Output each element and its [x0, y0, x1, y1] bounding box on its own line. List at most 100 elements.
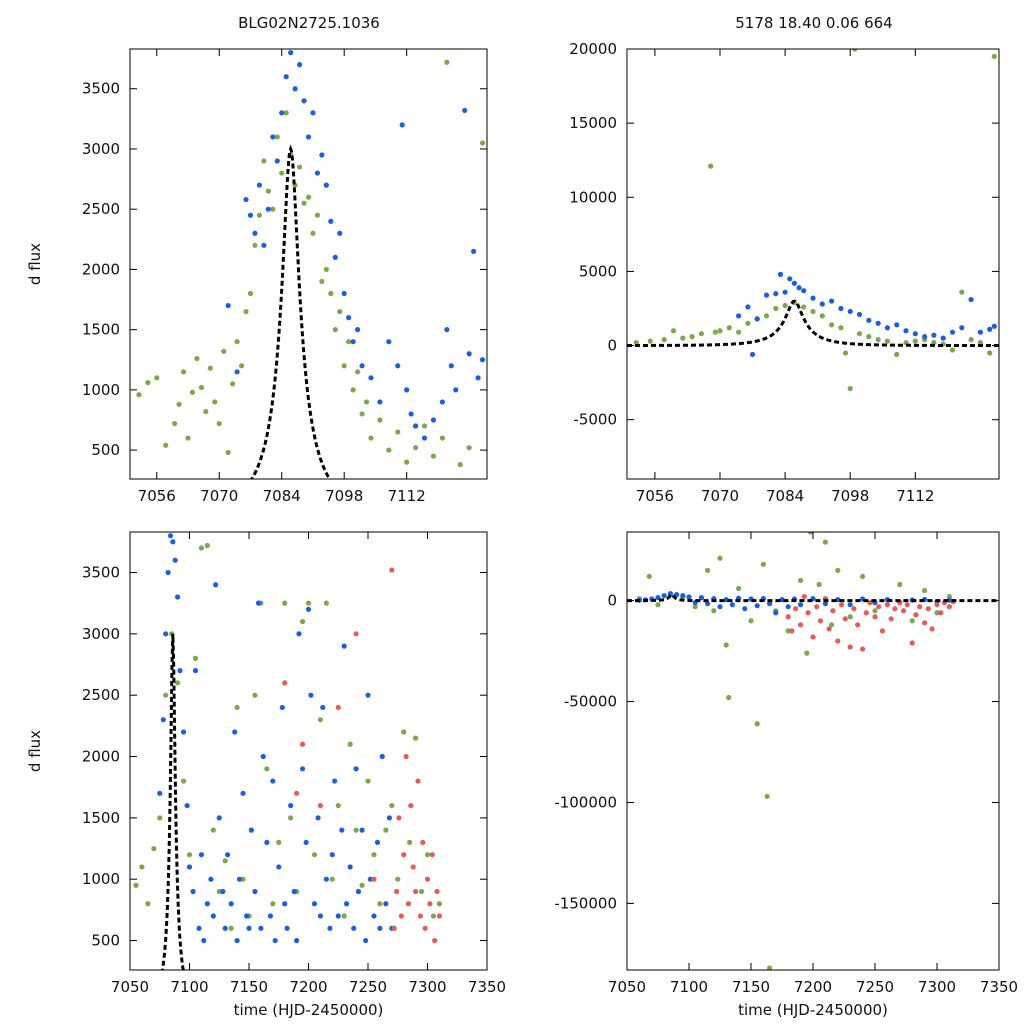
data-point-green: [341, 363, 347, 369]
data-point-red: [436, 913, 442, 919]
data-point-blue: [228, 901, 234, 907]
data-point-blue: [421, 435, 428, 441]
data-point-red: [299, 741, 306, 747]
data-point-green: [822, 539, 829, 545]
data-point-green: [705, 567, 711, 573]
plot-area: [136, 50, 486, 479]
data-point-green: [222, 858, 228, 864]
data-point-blue: [968, 296, 974, 303]
data-point-blue: [329, 852, 335, 858]
data-point-green: [421, 423, 428, 429]
data-point-green: [959, 289, 965, 295]
data-point-green: [186, 852, 193, 858]
y-tick-label: 0: [607, 337, 617, 355]
data-point-blue: [160, 717, 166, 723]
data-point-green: [243, 308, 249, 315]
data-point-green: [319, 278, 325, 285]
left-panel-title: BLG02N2725.1036: [238, 14, 380, 32]
data-point-green: [341, 913, 347, 919]
data-point-green: [368, 435, 374, 441]
data-point-blue: [341, 290, 347, 297]
data-point-green: [216, 888, 222, 895]
data-point-blue: [386, 815, 393, 821]
x-tick-label: 7050: [111, 978, 149, 996]
data-point-green: [264, 766, 270, 772]
data-point-red: [860, 646, 866, 652]
data-point-green: [804, 650, 810, 656]
data-point-blue: [779, 597, 785, 603]
data-point-blue: [305, 606, 312, 612]
data-point-green: [439, 435, 445, 441]
data-point-blue: [167, 533, 174, 539]
data-point-green: [829, 622, 835, 628]
y-tick-label: 1500: [82, 321, 120, 339]
data-point-green: [189, 389, 196, 395]
data-point-blue: [351, 925, 357, 931]
data-point-blue: [408, 411, 414, 417]
data-point-blue: [256, 182, 263, 188]
data-point-green: [270, 901, 276, 907]
data-point-green: [726, 694, 732, 701]
data-point-blue: [661, 592, 667, 599]
data-point-blue: [292, 86, 298, 92]
y-tick-label: 2000: [82, 748, 120, 766]
data-point-green: [430, 453, 437, 459]
data-point-blue: [717, 604, 723, 610]
data-point-green: [207, 365, 213, 371]
data-point-blue: [165, 569, 171, 576]
data-point-green: [230, 381, 236, 387]
data-point-green: [852, 49, 858, 52]
data-point-blue: [448, 363, 454, 369]
data-point-green: [203, 408, 209, 415]
data-point-blue: [317, 913, 323, 919]
data-point-green: [922, 587, 928, 594]
data-point-blue: [279, 704, 285, 711]
data-point-green: [151, 845, 157, 852]
y-tick-label: 10000: [569, 188, 617, 206]
data-point-green: [314, 212, 321, 218]
data-point-green: [760, 561, 767, 567]
data-point-green: [717, 555, 723, 561]
y-tick-label: 2000: [82, 260, 120, 278]
data-point-blue: [157, 790, 163, 796]
data-point-red: [863, 610, 869, 616]
data-point-blue: [308, 692, 314, 698]
data-point-blue: [479, 357, 486, 363]
data-point-blue: [252, 888, 258, 895]
data-point-green: [180, 778, 187, 784]
data-point-blue: [252, 230, 258, 236]
data-point-green: [212, 399, 218, 405]
data-point-green: [661, 337, 667, 343]
data-point-blue: [184, 802, 190, 809]
data-point-blue: [835, 597, 841, 603]
data-point-red: [805, 610, 811, 616]
data-point-red: [317, 802, 323, 809]
data-point-red: [432, 937, 438, 944]
data-point-green: [424, 852, 431, 858]
data-point-green: [270, 206, 276, 212]
panel-top-left: 7056 7070 7084 7098 7112 500 1000 1500 2000 2500 3…: [26, 48, 488, 505]
data-point-green: [407, 839, 413, 846]
data-point-green: [479, 140, 486, 146]
data-point-red: [888, 616, 894, 622]
data-point-blue: [777, 271, 784, 277]
data-point-blue: [234, 369, 240, 375]
data-point-blue: [368, 375, 374, 381]
data-point-green: [386, 447, 392, 453]
data-point-red: [929, 626, 935, 632]
data-point-green: [726, 325, 732, 331]
data-point-blue: [949, 329, 956, 335]
data-point-green: [234, 339, 240, 345]
data-point-green: [897, 581, 903, 588]
data-point-blue: [686, 594, 692, 600]
data-point-green: [767, 965, 773, 970]
data-point-blue: [163, 631, 169, 637]
data-point-blue: [377, 925, 383, 931]
data-point-green: [288, 815, 294, 821]
data-point-green: [692, 604, 698, 610]
data-point-blue: [847, 602, 853, 608]
data-point-blue: [244, 913, 250, 919]
data-point-blue: [439, 399, 445, 405]
data-point-green: [323, 266, 329, 273]
data-point-blue: [319, 152, 325, 158]
